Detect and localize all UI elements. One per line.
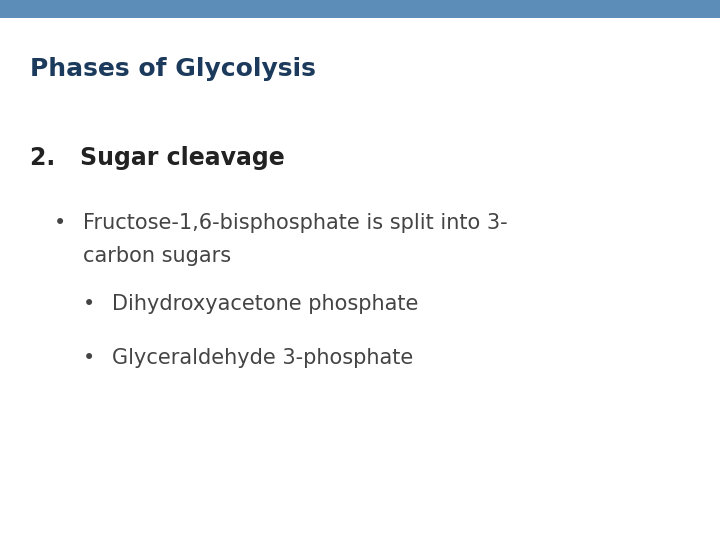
Text: •: • [83,294,95,314]
Text: 2.   Sugar cleavage: 2. Sugar cleavage [30,146,285,170]
Text: Dihydroxyacetone phosphate: Dihydroxyacetone phosphate [112,294,418,314]
Text: Fructose-1,6-bisphosphate is split into 3-: Fructose-1,6-bisphosphate is split into … [83,213,508,233]
Text: carbon sugars: carbon sugars [83,246,231,266]
Text: Glyceraldehyde 3-phosphate: Glyceraldehyde 3-phosphate [112,348,413,368]
Text: •: • [83,348,95,368]
Text: •: • [54,213,66,233]
Text: Phases of Glycolysis: Phases of Glycolysis [30,57,316,80]
